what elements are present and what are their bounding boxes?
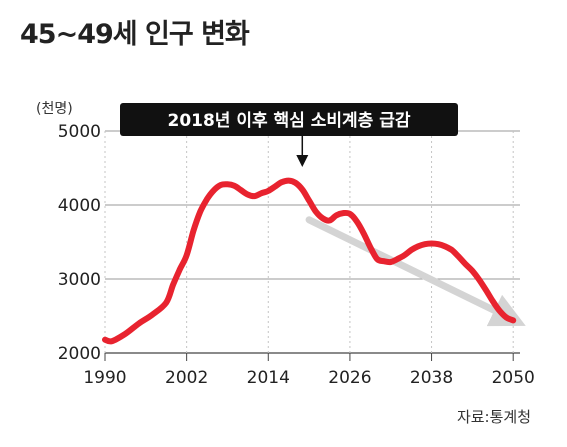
- annotation-box: [120, 103, 458, 136]
- x-tick-label: 2038: [410, 368, 453, 388]
- trend-arrow: [305, 216, 526, 327]
- x-tick-label: 2026: [328, 368, 371, 388]
- series-line: [102, 177, 517, 345]
- x-axis-ticks: 1990 2002 2014 2026 2038 2050: [83, 353, 535, 388]
- y-tick-label: 5000: [58, 122, 101, 142]
- x-tick-label: 1990: [83, 368, 126, 388]
- y-tick-label: 4000: [58, 196, 101, 216]
- y-axis-ticks: 5000 4000 3000 2000: [58, 122, 101, 364]
- chart-title: 45~49세 인구 변화: [20, 19, 250, 50]
- x-tick-label: 2014: [247, 368, 290, 388]
- annotation-callout: 2018년 이후 핵심 소비계층 급감: [120, 103, 458, 167]
- grid-lines: [104, 130, 520, 354]
- trend-arrow-line: [305, 216, 526, 327]
- x-tick-label: 2050: [492, 368, 535, 388]
- x-tick-label: 2002: [165, 368, 208, 388]
- y-tick-label: 2000: [58, 344, 101, 364]
- source-label: 자료:통계청: [456, 408, 531, 426]
- annotation-text: 2018년 이후 핵심 소비계층 급감: [167, 110, 410, 131]
- y-axis-unit-label: (천명): [36, 101, 73, 117]
- series-line-group: [102, 177, 517, 345]
- annotation-pointer-head: [296, 155, 309, 167]
- y-tick-label: 3000: [58, 270, 101, 290]
